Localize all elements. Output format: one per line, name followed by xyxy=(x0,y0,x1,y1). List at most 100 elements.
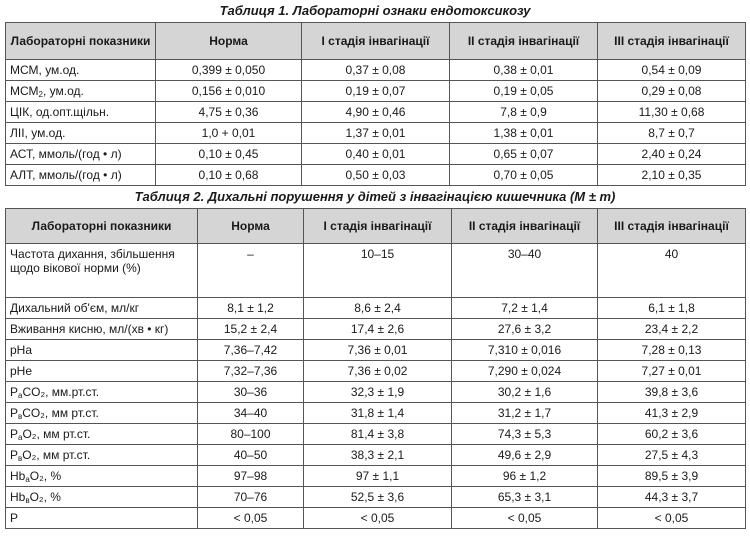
table-row: МСМ, ум.од. 0,399 ± 0,050 0,37 ± 0,08 0,38 … xyxy=(5,59,746,81)
row-label-main: Hb xyxy=(10,490,26,504)
table-cell: 7,36 ± 0,01 xyxy=(303,339,452,361)
table-cell: 7,36–7,42 xyxy=(197,339,304,361)
table1-header-4: III стадія інвагінації xyxy=(597,22,746,60)
table-cell: 8,7 ± 0,7 xyxy=(597,122,746,144)
table-cell: 1,0 + 0,01 xyxy=(155,122,302,144)
table-cell: 0,40 ± 0,01 xyxy=(301,143,450,165)
row-label-subscript: a xyxy=(18,433,23,442)
row-label: PвO₂, мм рт.ст. xyxy=(5,444,198,466)
table-cell: < 0,05 xyxy=(303,507,452,529)
row-label-rest: O₂, % xyxy=(29,469,62,483)
row-label-subscript: a xyxy=(18,391,23,400)
table-cell: 4,75 ± 0,36 xyxy=(155,101,302,123)
table-row: PaCO₂, мм.рт.ст. 30–36 32,3 ± 1,9 30,2 ± 1,… xyxy=(5,381,746,403)
table-cell: 15,2 ± 2,4 xyxy=(197,318,304,340)
table-cell: 10–15 xyxy=(303,243,452,298)
row-label-main: P xyxy=(10,406,19,420)
table-cell: 31,8 ± 1,4 xyxy=(303,402,452,424)
table2-header-4: III стадія інвагінації xyxy=(597,208,746,244)
table-cell: 1,37 ± 0,01 xyxy=(301,122,450,144)
table-cell: 38,3 ± 2,1 xyxy=(303,444,452,466)
row-label: Вживання кисню, мл/(хв • кг) xyxy=(5,318,198,340)
table-cell: 7,8 ± 0,9 xyxy=(449,101,598,123)
table-cell: 0,19 ± 0,05 xyxy=(449,80,598,102)
row-label-rest: CO₂, мм.рт.ст. xyxy=(22,385,100,399)
table-cell: 0,50 ± 0,03 xyxy=(301,164,450,186)
table-cell: 0,65 ± 0,07 xyxy=(449,143,598,165)
table-cell: 74,3 ± 5,3 xyxy=(451,423,598,445)
row-label: PвCO₂, мм рт.ст. xyxy=(5,402,198,424)
table2-header-1: Норма xyxy=(197,208,304,244)
table-cell: 30,2 ± 1,6 xyxy=(451,381,598,403)
table2: Лабораторні показники Норма I стадія інваг… xyxy=(5,208,746,529)
table-cell: 70–76 xyxy=(197,486,304,508)
table1-header-0: Лабораторні показники xyxy=(5,22,156,60)
row-label-rest: CO₂, мм рт.ст. xyxy=(22,406,99,420)
table-cell: 30–40 xyxy=(451,243,598,298)
table-cell: 60,2 ± 3,6 xyxy=(597,423,746,445)
document: Таблиця 1. Лабораторні ознаки ендотоксик… xyxy=(5,0,746,529)
table-cell: 39,8 ± 3,6 xyxy=(597,381,746,403)
row-label-main: АЛТ, ммоль/(год • л) xyxy=(10,168,122,182)
table2-caption: Таблиця 2. Дихальні порушення у дітей з … xyxy=(134,189,616,204)
table-cell: 0,19 ± 0,07 xyxy=(301,80,450,102)
row-label-subscript: в xyxy=(18,454,23,463)
table-row: ЦІК, од.опт.щільн. 4,75 ± 0,36 4,90 ± 0,46… xyxy=(5,101,746,123)
table-cell: 2,40 ± 0,24 xyxy=(597,143,746,165)
table-cell: 27,6 ± 3,2 xyxy=(451,318,598,340)
row-label-subscript: 2 xyxy=(38,90,43,99)
table-cell: 0,10 ± 0,68 xyxy=(155,164,302,186)
table-cell: 65,3 ± 3,1 xyxy=(451,486,598,508)
table-row: Вживання кисню, мл/(хв • кг) 15,2 ± 2,4 17… xyxy=(5,318,746,340)
table-cell: < 0,05 xyxy=(451,507,598,529)
row-label-rest: O₂, % xyxy=(29,490,61,504)
table-cell: 7,290 ± 0,024 xyxy=(451,360,598,382)
table-row: АСТ, ммоль/(год • л) 0,10 ± 0,45 0,40 ± 0,… xyxy=(5,143,746,165)
row-label-subscript: в xyxy=(18,412,23,421)
table-cell: 0,10 ± 0,45 xyxy=(155,143,302,165)
row-label-main: Hb xyxy=(10,469,26,483)
row-label: Дихальний об'єм, мл/кг xyxy=(5,297,198,319)
table-cell: 96 ± 1,2 xyxy=(451,465,598,487)
row-label-main: Вживання кисню, мл/(хв • кг) xyxy=(10,322,169,336)
table-row: pHa 7,36–7,42 7,36 ± 0,01 7,310 ± 0,016 7,28… xyxy=(5,339,746,361)
table-cell: 97 ± 1,1 xyxy=(303,465,452,487)
table-row: МСМ2, ум.од. 0,156 ± 0,010 0,19 ± 0,07 0,19… xyxy=(5,80,746,102)
table-row: АЛТ, ммоль/(год • л) 0,10 ± 0,68 0,50 ± 0,… xyxy=(5,164,746,186)
row-label: pHe xyxy=(5,360,198,382)
table-cell: 7,36 ± 0,02 xyxy=(303,360,452,382)
table-cell: 0,399 ± 0,050 xyxy=(155,59,302,81)
table-cell: 80–100 xyxy=(197,423,304,445)
table-cell: – xyxy=(197,243,304,298)
table-cell: < 0,05 xyxy=(597,507,746,529)
row-label-subscript: в xyxy=(25,496,30,505)
table-cell: 34–40 xyxy=(197,402,304,424)
row-label-subscript: a xyxy=(25,475,30,484)
table-cell: 0,38 ± 0,01 xyxy=(449,59,598,81)
row-label-main: pHe xyxy=(10,364,33,378)
table1-header-2: I стадія інвагінації xyxy=(301,22,450,60)
table-row: PвO₂, мм рт.ст. 40–50 38,3 ± 2,1 49,6 ± 2,9… xyxy=(5,444,746,466)
row-label-rest: O₂, мм рт.ст. xyxy=(22,427,91,441)
table-cell: 7,27 ± 0,01 xyxy=(597,360,746,382)
table-cell: 6,1 ± 1,8 xyxy=(597,297,746,319)
row-label-main: ЛІІ, ум.од. xyxy=(10,126,66,140)
table2-header-2: I стадія інвагінації xyxy=(303,208,452,244)
row-label: HbaO₂, % xyxy=(5,465,198,487)
table-row: P < 0,05 < 0,05 < 0,05 < 0,05 xyxy=(5,507,746,529)
row-label-main: P xyxy=(10,427,19,441)
table-cell: 52,5 ± 3,6 xyxy=(303,486,452,508)
table-cell: 40 xyxy=(597,243,746,298)
table-cell: 81,4 ± 3,8 xyxy=(303,423,452,445)
table-row: Дихальний об'єм, мл/кг 8,1 ± 1,2 8,6 ± 2,4… xyxy=(5,297,746,319)
row-label-main: pHa xyxy=(10,343,33,357)
table1-body: МСМ, ум.од. 0,399 ± 0,050 0,37 ± 0,08 0,38 … xyxy=(5,59,746,186)
table-cell: 41,3 ± 2,9 xyxy=(597,402,746,424)
table-cell: 7,2 ± 1,4 xyxy=(451,297,598,319)
table-cell: 1,38 ± 0,01 xyxy=(449,122,598,144)
table-row: HbaO₂, % 97–98 97 ± 1,1 96 ± 1,2 89,5 ± 3,9 xyxy=(5,465,746,487)
table-cell: 27,5 ± 4,3 xyxy=(597,444,746,466)
row-label: P xyxy=(5,507,198,529)
table-row: pHe 7,32–7,36 7,36 ± 0,02 7,290 ± 0,024 7,27… xyxy=(5,360,746,382)
table-cell: 97–98 xyxy=(197,465,304,487)
